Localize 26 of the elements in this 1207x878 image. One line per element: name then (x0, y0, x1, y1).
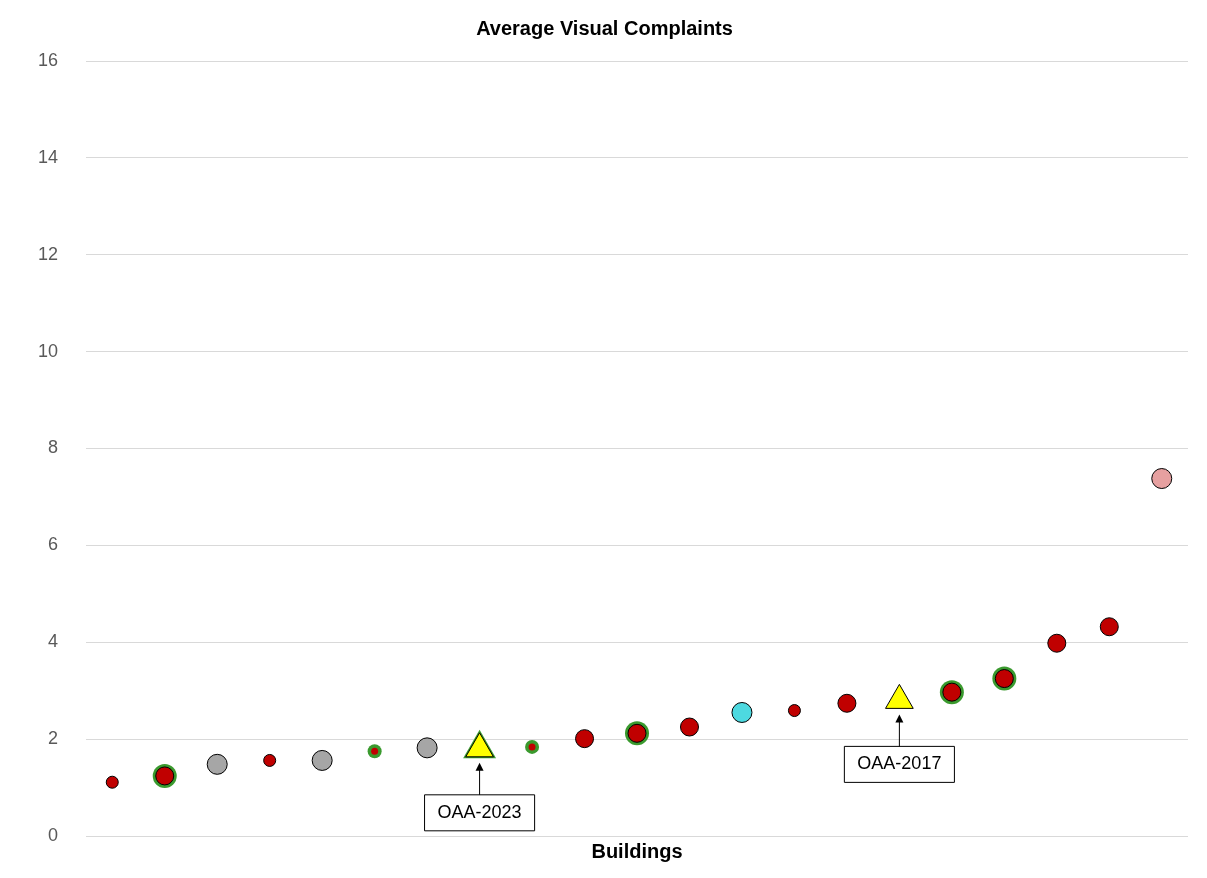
point (1099, 617, 1119, 637)
point (206, 753, 228, 775)
x-axis-title: Buildings (591, 839, 683, 862)
y-tick-label: 6 (48, 534, 59, 555)
annotation: OAA-2017 (857, 753, 942, 774)
point (263, 753, 277, 767)
point (1151, 468, 1173, 490)
y-tick-label: 14 (37, 146, 59, 167)
point (416, 737, 438, 759)
point (105, 775, 119, 789)
point (731, 701, 753, 723)
point (679, 717, 699, 737)
y-tick-label: 10 (37, 340, 59, 361)
point (1047, 633, 1067, 653)
point (575, 729, 595, 749)
y-tick-label: 8 (48, 437, 59, 458)
y-tick-label: 16 (37, 49, 59, 70)
y-tick-label: 4 (48, 631, 59, 652)
annotation: OAA-2023 (437, 801, 522, 822)
y-tick-label: 0 (48, 824, 59, 845)
y-tick-label: 12 (37, 243, 59, 264)
point (311, 749, 333, 771)
chart-title: Average Visual Complaints (476, 16, 733, 39)
point (837, 693, 857, 713)
point (787, 704, 801, 718)
y-tick-label: 2 (48, 728, 59, 749)
